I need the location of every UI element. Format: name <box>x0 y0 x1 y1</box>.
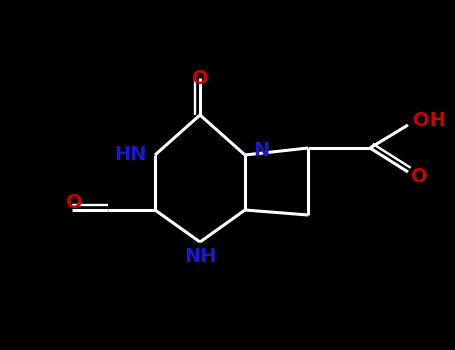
Text: HN: HN <box>115 146 147 164</box>
Text: OH: OH <box>413 111 446 130</box>
Text: O: O <box>66 193 82 211</box>
Text: O: O <box>411 168 428 187</box>
Text: N: N <box>253 140 269 160</box>
Text: NH: NH <box>184 247 216 266</box>
Text: O: O <box>192 69 208 88</box>
